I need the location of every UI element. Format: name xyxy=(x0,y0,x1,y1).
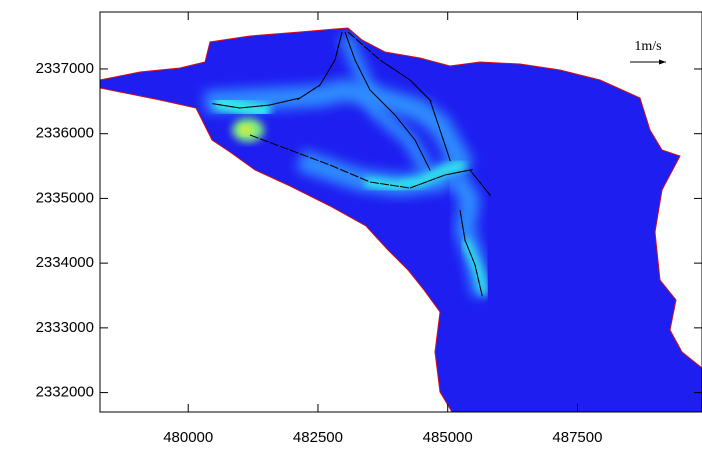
chart: 1m/s 480000 482500 485000 487500 2332000 2333… xyxy=(0,0,702,450)
y-tick-label: 2334000 xyxy=(36,254,94,271)
x-tick-label: 487500 xyxy=(552,429,602,446)
vector-scale-arrowhead xyxy=(659,60,666,65)
flow-field xyxy=(100,28,702,412)
x-tick-label: 482500 xyxy=(293,429,343,446)
y-tick-label: 2337000 xyxy=(36,60,94,77)
y-tick-label: 2336000 xyxy=(36,125,94,142)
contour-band xyxy=(215,102,270,112)
y-tick-label: 2335000 xyxy=(36,189,94,206)
contour-peak xyxy=(240,125,252,135)
vector-scale-label: 1m/s xyxy=(634,39,661,54)
x-tick-label: 485000 xyxy=(423,429,473,446)
y-tick-label: 2332000 xyxy=(36,384,94,401)
y-tick-label: 2333000 xyxy=(36,319,94,336)
x-tick-label: 480000 xyxy=(163,429,213,446)
